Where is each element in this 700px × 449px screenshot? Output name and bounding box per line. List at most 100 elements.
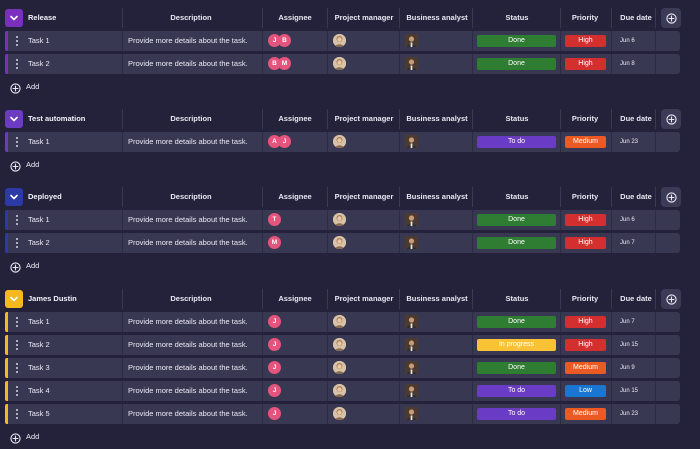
business-analyst-avatar[interactable]	[405, 34, 418, 47]
more-options-icon[interactable]	[14, 59, 20, 69]
assignee-avatar[interactable]: A	[268, 135, 281, 148]
group-title[interactable]: Deployed	[28, 192, 62, 201]
task-name[interactable]: Task 2	[28, 59, 50, 68]
more-options-icon[interactable]	[14, 238, 20, 248]
column-header-status[interactable]: Status	[505, 192, 529, 201]
column-header-due-date[interactable]: Due date	[620, 294, 652, 303]
group-title[interactable]: Release	[28, 13, 57, 22]
task-row[interactable]: Task 1 Provide more details about the tas…	[0, 132, 700, 152]
column-header-description[interactable]: Description	[170, 13, 212, 22]
column-header-description[interactable]: Description	[170, 294, 212, 303]
priority-badge[interactable]: High	[565, 339, 606, 351]
add-column-button[interactable]	[661, 289, 681, 309]
column-header-business-analyst[interactable]: Business analyst	[406, 114, 468, 123]
column-header-status[interactable]: Status	[505, 294, 529, 303]
column-header-business-analyst[interactable]: Business analyst	[406, 13, 468, 22]
business-analyst-avatar[interactable]	[405, 338, 418, 351]
business-analyst-avatar[interactable]	[405, 361, 418, 374]
project-manager-avatar[interactable]	[333, 236, 346, 249]
task-row[interactable]: Task 1 Provide more details about the tas…	[0, 312, 700, 332]
assignee-avatar[interactable]: J	[278, 135, 291, 148]
project-manager-avatar[interactable]	[333, 361, 346, 374]
business-analyst-avatar[interactable]	[405, 315, 418, 328]
assignee-avatar[interactable]: J	[268, 34, 281, 47]
column-header-project-manager[interactable]: Project manager	[334, 192, 394, 201]
status-badge[interactable]: In progress	[477, 339, 556, 351]
task-row[interactable]: Task 2 Provide more details about the tas…	[0, 335, 700, 355]
task-row[interactable]: Task 2 Provide more details about the tas…	[0, 233, 700, 253]
column-header-priority[interactable]: Priority	[571, 13, 599, 22]
task-description[interactable]: Provide more details about the task.	[128, 238, 248, 247]
column-header-assignee[interactable]: Assignee	[278, 294, 312, 303]
assignee-avatar[interactable]: J	[268, 361, 281, 374]
business-analyst-avatar[interactable]	[405, 236, 418, 249]
column-header-priority[interactable]: Priority	[571, 192, 599, 201]
project-manager-avatar[interactable]	[333, 213, 346, 226]
task-row[interactable]: Task 1 Provide more details about the tas…	[0, 210, 700, 230]
more-options-icon[interactable]	[14, 409, 20, 419]
task-row[interactable]: Task 1 Provide more details about the tas…	[0, 31, 700, 51]
priority-badge[interactable]: High	[565, 214, 606, 226]
business-analyst-avatar[interactable]	[405, 407, 418, 420]
project-manager-avatar[interactable]	[333, 384, 346, 397]
project-manager-avatar[interactable]	[333, 34, 346, 47]
column-header-business-analyst[interactable]: Business analyst	[406, 294, 468, 303]
task-row[interactable]: Task 3 Provide more details about the tas…	[0, 358, 700, 378]
task-description[interactable]: Provide more details about the task.	[128, 363, 248, 372]
task-name[interactable]: Task 5	[28, 409, 50, 418]
task-name[interactable]: Task 1	[28, 36, 50, 45]
assignee-avatar[interactable]: M	[278, 57, 291, 70]
due-date[interactable]: Jun 6	[620, 217, 635, 223]
column-header-due-date[interactable]: Due date	[620, 114, 652, 123]
column-header-status[interactable]: Status	[505, 114, 529, 123]
priority-badge[interactable]: Low	[565, 385, 606, 397]
column-header-due-date[interactable]: Due date	[620, 192, 652, 201]
status-badge[interactable]: To do	[477, 408, 556, 420]
task-description[interactable]: Provide more details about the task.	[128, 386, 248, 395]
assignee-avatar[interactable]: J	[268, 407, 281, 420]
task-name[interactable]: Task 2	[28, 340, 50, 349]
add-task-button[interactable]: Add	[0, 256, 700, 276]
task-name[interactable]: Task 2	[28, 238, 50, 247]
priority-badge[interactable]: High	[565, 316, 606, 328]
priority-badge[interactable]: High	[565, 237, 606, 249]
add-task-button[interactable]: Add	[0, 155, 700, 175]
status-badge[interactable]: Done	[477, 362, 556, 374]
priority-badge[interactable]: High	[565, 58, 606, 70]
due-date[interactable]: Jun 15	[620, 342, 639, 348]
more-options-icon[interactable]	[14, 363, 20, 373]
task-description[interactable]: Provide more details about the task.	[128, 317, 248, 326]
priority-badge[interactable]: High	[565, 35, 606, 47]
task-name[interactable]: Task 1	[28, 317, 50, 326]
assignee-avatar[interactable]: B	[278, 34, 291, 47]
column-header-status[interactable]: Status	[505, 13, 529, 22]
task-description[interactable]: Provide more details about the task.	[128, 409, 248, 418]
due-date[interactable]: Jun 23	[620, 139, 639, 145]
assignee-avatar[interactable]: J	[268, 338, 281, 351]
add-column-button[interactable]	[661, 8, 681, 28]
project-manager-avatar[interactable]	[333, 407, 346, 420]
more-options-icon[interactable]	[14, 340, 20, 350]
more-options-icon[interactable]	[14, 36, 20, 46]
due-date[interactable]: Jun 6	[620, 38, 635, 44]
business-analyst-avatar[interactable]	[405, 384, 418, 397]
task-row[interactable]: Task 4 Provide more details about the tas…	[0, 381, 700, 401]
column-header-project-manager[interactable]: Project manager	[334, 114, 394, 123]
project-manager-avatar[interactable]	[333, 338, 346, 351]
business-analyst-avatar[interactable]	[405, 213, 418, 226]
status-badge[interactable]: Done	[477, 35, 556, 47]
priority-badge[interactable]: Medium	[565, 408, 606, 420]
assignee-avatar[interactable]: B	[268, 57, 281, 70]
assignee-avatar[interactable]: J	[268, 315, 281, 328]
column-header-assignee[interactable]: Assignee	[278, 192, 312, 201]
due-date[interactable]: Jun 8	[620, 61, 635, 67]
add-task-button[interactable]: Add	[0, 77, 700, 97]
add-column-button[interactable]	[661, 109, 681, 129]
group-title[interactable]: Test automation	[28, 114, 86, 123]
project-manager-avatar[interactable]	[333, 315, 346, 328]
business-analyst-avatar[interactable]	[405, 135, 418, 148]
column-header-project-manager[interactable]: Project manager	[334, 294, 394, 303]
more-options-icon[interactable]	[14, 317, 20, 327]
column-header-priority[interactable]: Priority	[571, 294, 599, 303]
assignee-avatar[interactable]: T	[268, 213, 281, 226]
